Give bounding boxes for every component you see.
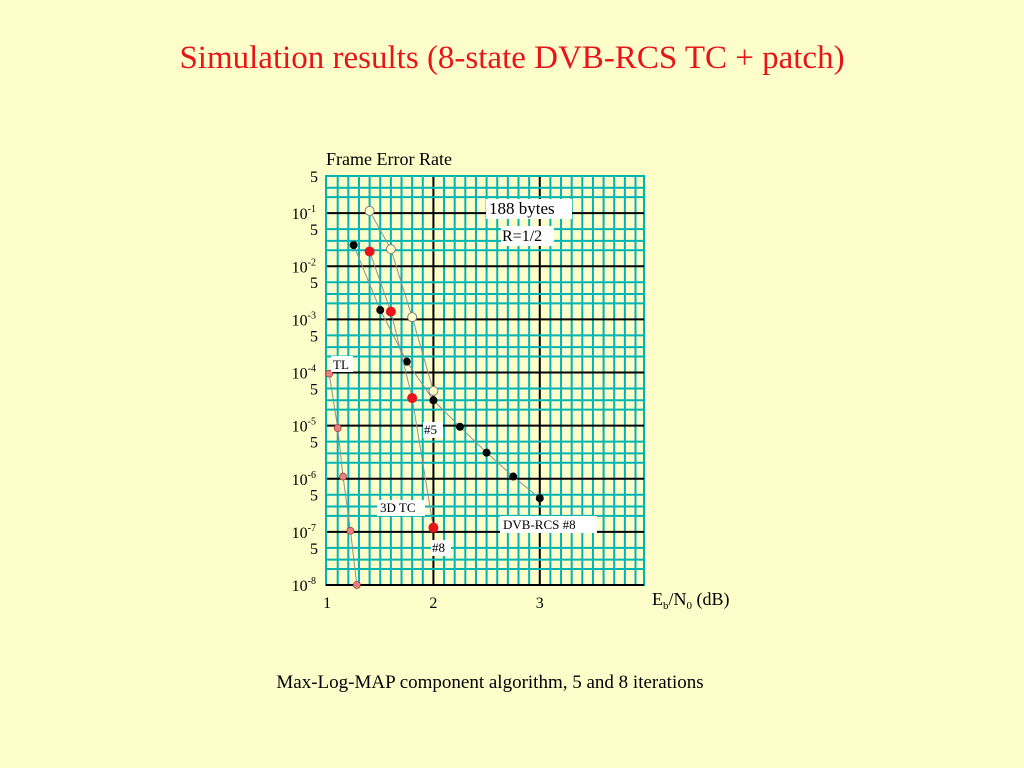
y-tick-label: 10-8 <box>292 576 316 595</box>
data-point-black <box>376 306 385 315</box>
y-tick-label: 5 <box>310 381 318 398</box>
y-tick-label: 10-6 <box>292 470 316 489</box>
annotation-dvb-rcs: DVB-RCS #8 <box>503 517 576 532</box>
y-tick-label: 10-5 <box>292 417 316 436</box>
data-point-black <box>456 422 465 431</box>
x-tick-label: 1 <box>323 595 331 612</box>
x-axis-label: Eb/N0 (dB) <box>652 589 730 612</box>
series-line-red <box>369 251 434 528</box>
series <box>325 205 544 589</box>
y-tick-label: 5 <box>310 328 318 345</box>
y-tick-label: 5 <box>310 169 318 186</box>
x-tick-labels: 1 2 3 <box>323 595 544 612</box>
data-point-open <box>364 205 375 216</box>
series-line-open <box>369 210 434 392</box>
annotation-tl: TL <box>333 357 349 372</box>
y-axis-label: Frame Error Rate <box>326 149 452 169</box>
annotation-block-size: 188 bytes <box>489 199 555 218</box>
data-point-open <box>428 385 439 396</box>
data-point-black <box>429 396 438 405</box>
data-point-pink <box>346 526 355 535</box>
data-point-black <box>402 357 411 366</box>
data-point-black <box>535 494 544 503</box>
slide-title: Simulation results (8-state DVB-RCS TC +… <box>179 40 845 76</box>
data-point-red <box>407 393 418 404</box>
annotation-3d-tc: 3D TC <box>380 500 416 515</box>
x-tick-label: 3 <box>536 595 544 612</box>
data-point-pink <box>333 424 342 432</box>
y-tick-label: 10-7 <box>292 523 316 542</box>
y-tick-label: 10-3 <box>292 310 316 329</box>
data-point-black <box>349 241 358 250</box>
data-point-black <box>509 472 518 481</box>
annotation-rate: R=1/2 <box>502 228 542 245</box>
caption: Max-Log-MAP component algorithm, 5 and 8… <box>276 672 704 693</box>
annotation-iter8: #8 <box>432 540 445 555</box>
data-point-open <box>385 244 396 255</box>
data-point-black <box>482 448 491 457</box>
y-tick-label: 10-4 <box>292 364 316 383</box>
data-point-red <box>364 246 375 257</box>
y-tick-label: 10-2 <box>292 257 316 276</box>
x-tick-label: 2 <box>429 595 437 612</box>
data-point-pink <box>352 581 361 589</box>
annotation-iter5: #5 <box>424 422 437 437</box>
y-tick-label: 5 <box>310 275 318 292</box>
y-tick-label: 5 <box>310 488 318 505</box>
data-point-pink <box>325 369 334 378</box>
y-tick-label: 5 <box>310 541 318 558</box>
y-tick-label: 5 <box>310 435 318 452</box>
data-point-pink <box>339 472 347 481</box>
y-tick-label: 5 <box>310 222 318 239</box>
data-point-red <box>428 522 439 533</box>
data-point-red <box>385 306 396 317</box>
y-tick-label: 10-1 <box>292 204 316 223</box>
series-line-black <box>353 244 541 499</box>
data-point-open <box>407 312 418 323</box>
